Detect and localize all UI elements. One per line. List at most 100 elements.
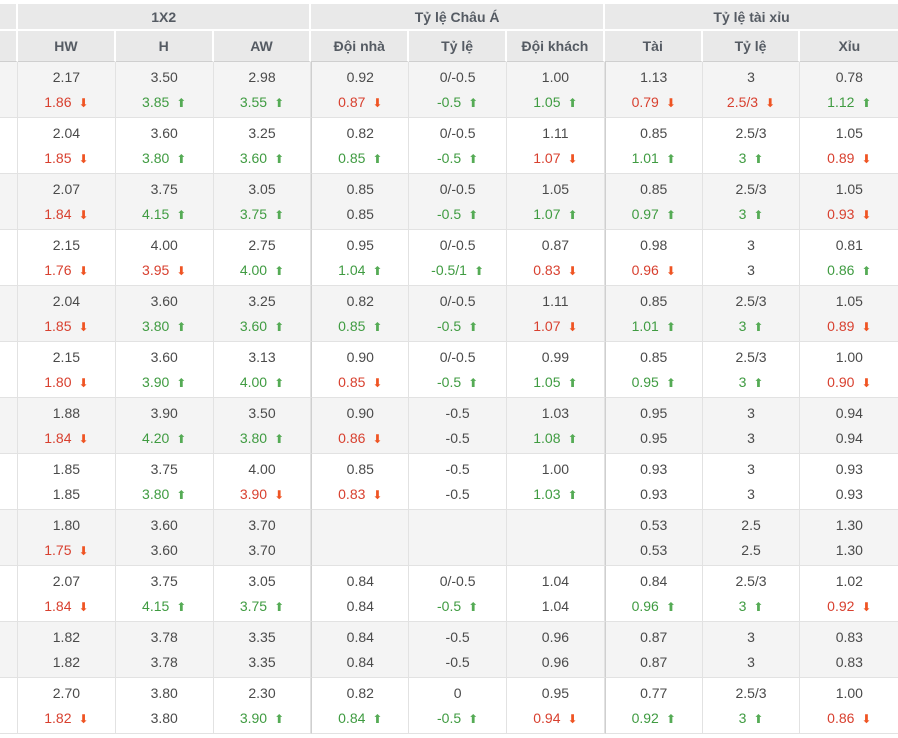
- odds-cell: 0.85 0.95 ⬆: [604, 342, 703, 398]
- odds-number: -0.5: [445, 486, 470, 502]
- odds-cell: 2.5/3 3 ⬆: [702, 174, 801, 230]
- odds-opening-value: 3.60: [150, 349, 178, 365]
- odds-current-value: 4.00 ⬆: [214, 370, 311, 395]
- odds-cell: 1.82 1.82: [18, 622, 116, 678]
- gutter-header-cell: [0, 4, 18, 31]
- odds-cell: 2.04 1.85 ⬇: [18, 286, 116, 342]
- group-header-row: 1X2 Tỷ lệ Châu Á Tỷ lệ tài xỉu: [0, 4, 898, 31]
- odds-cell: 0.87 0.83 ⬇: [507, 230, 605, 286]
- odds-number: 0.92: [827, 598, 855, 614]
- odds-current-value: 1.01 ⬆: [606, 314, 702, 339]
- odds-cell: 0.84 0.84: [311, 566, 410, 622]
- table-row: 2.15 1.76 ⬇ 4.00 3.95 ⬇ 2.75 4.00 ⬆ 0.95 1.04 ⬆ 0/-0…: [0, 230, 898, 286]
- odds-opening-value: 1.88: [52, 405, 81, 421]
- odds-current-value: 1.85 ⬇: [18, 146, 115, 171]
- odds-number: 3.80: [142, 150, 170, 166]
- odds-opening-value: [409, 513, 506, 538]
- row-gutter-cell: [0, 286, 18, 342]
- odds-number: 3: [747, 430, 755, 446]
- odds-cell: 1.00 1.05 ⬆: [507, 62, 605, 118]
- odds-current-value: 0.87: [606, 650, 702, 675]
- trend-up-icon: ⬆: [468, 320, 479, 334]
- trend-down-icon: ⬇: [78, 432, 89, 446]
- odds-current-value: 0.96 ⬇: [606, 258, 702, 283]
- odds-cell: 0.85 0.83 ⬇: [311, 454, 410, 510]
- odds-current-value: 1.82: [18, 650, 115, 675]
- odds-current-value: 1.07 ⬇: [507, 146, 604, 171]
- odds-number: 0.93: [827, 206, 855, 222]
- odds-number: 0.85: [338, 318, 366, 334]
- trend-down-icon: ⬇: [861, 320, 872, 334]
- odds-number: 3: [747, 262, 755, 278]
- odds-current-value: 0.93: [800, 482, 898, 507]
- odds-number: 3.70: [248, 542, 276, 558]
- trend-up-icon: ⬆: [665, 320, 676, 334]
- odds-opening-value: 1.82: [52, 629, 81, 645]
- odds-current-value: 1.82 ⬇: [18, 706, 115, 731]
- odds-opening-value: 1.30: [835, 517, 863, 533]
- odds-cell: 0.82 0.84 ⬆: [311, 678, 410, 734]
- table-row: 2.17 1.86 ⬇ 3.50 3.85 ⬆ 2.98 3.55 ⬆ 0.92 0.87 ⬇ 0/-0…: [0, 62, 898, 118]
- odds-number: 3.60: [239, 150, 268, 166]
- odds-current-value: 1.86 ⬇: [18, 90, 115, 115]
- odds-opening-value: 2.98: [248, 69, 276, 85]
- trend-up-icon: ⬆: [274, 712, 285, 726]
- trend-up-icon: ⬆: [567, 376, 578, 390]
- odds-cell: 3.70 3.70: [213, 510, 312, 566]
- odds-opening-value: 0.53: [640, 517, 668, 533]
- odds-current-value: -0.5 ⬆: [409, 202, 506, 227]
- trend-down-icon: ⬇: [861, 152, 872, 166]
- odds-current-value: 0.94 ⬇: [507, 706, 604, 731]
- odds-cell: 1.80 1.75 ⬇: [18, 510, 116, 566]
- odds-cell: 2.07 1.84 ⬇: [18, 174, 116, 230]
- table-row: 2.07 1.84 ⬇ 3.75 4.15 ⬆ 3.05 3.75 ⬆ 0.85 0.85 0/-0.…: [0, 174, 898, 230]
- odds-current-value: 3: [703, 482, 800, 507]
- odds-current-value: 0.93 ⬇: [800, 202, 898, 227]
- odds-opening-value: 1.03: [541, 405, 570, 421]
- odds-opening-value: 1.05: [541, 181, 570, 197]
- odds-number: 0.95: [640, 430, 668, 446]
- odds-number: 1.85: [52, 486, 81, 502]
- odds-current-value: 0.87 ⬇: [312, 90, 408, 115]
- trend-up-icon: ⬆: [861, 264, 872, 278]
- odds-current-value: 3.60 ⬆: [214, 314, 311, 339]
- odds-number: 3: [747, 654, 755, 670]
- odds-opening-value: 2.70: [52, 685, 81, 701]
- trend-up-icon: ⬆: [176, 320, 187, 334]
- odds-current-value: 3 ⬆: [703, 202, 800, 227]
- odds-current-value: 3.78: [116, 650, 213, 675]
- odds-current-value: 4.15 ⬆: [116, 594, 213, 619]
- odds-number: -0.5: [445, 430, 470, 446]
- odds-opening-value: 0.92: [346, 69, 374, 85]
- odds-cell: 1.13 0.79 ⬇: [604, 62, 703, 118]
- odds-cell: 3.75 4.15 ⬆: [115, 174, 214, 230]
- trend-down-icon: ⬇: [78, 96, 89, 110]
- odds-current-value: 3.70: [214, 538, 311, 563]
- odds-number: -0.5: [437, 318, 462, 334]
- trend-down-icon: ⬇: [78, 264, 89, 278]
- odds-opening-value: 2.17: [52, 69, 81, 85]
- trend-down-icon: ⬇: [567, 712, 578, 726]
- odds-current-value: -0.5/1 ⬆: [409, 258, 506, 283]
- trend-down-icon: ⬇: [274, 488, 285, 502]
- odds-number: -0.5/1: [431, 262, 467, 278]
- odds-cell: 1.04 1.04: [507, 566, 605, 622]
- odds-opening-value: 0.82: [346, 125, 374, 141]
- trend-up-icon: ⬆: [468, 712, 479, 726]
- trend-down-icon: ⬇: [765, 96, 776, 110]
- odds-opening-value: 1.11: [542, 125, 569, 141]
- odds-cell: 0.83 0.83: [800, 622, 898, 678]
- odds-opening-value: 2.15: [52, 349, 81, 365]
- odds-cell: 1.05 0.93 ⬇: [800, 174, 898, 230]
- odds-number: 1.84: [44, 206, 72, 222]
- trend-down-icon: ⬇: [372, 488, 383, 502]
- odds-current-value: 3: [703, 650, 800, 675]
- odds-cell: 3.50 3.85 ⬆: [115, 62, 214, 118]
- odds-number: 3.85: [142, 94, 170, 110]
- odds-cell: 3.60 3.90 ⬆: [115, 342, 214, 398]
- odds-opening-value: 0.87: [640, 629, 668, 645]
- odds-number: 1.84: [44, 430, 72, 446]
- odds-opening-value: 2.5/3: [735, 293, 767, 309]
- gutter-header-cell: [0, 31, 18, 62]
- odds-cell: 3.75 4.15 ⬆: [115, 566, 214, 622]
